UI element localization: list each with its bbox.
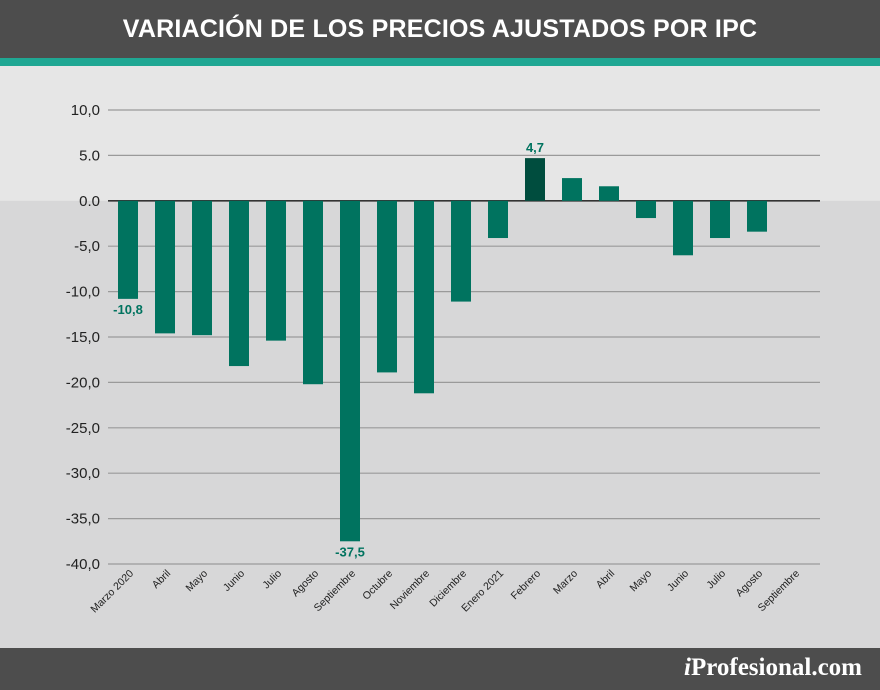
data-label: -10,8	[113, 302, 143, 317]
chart-title: VARIACIÓN DE LOS PRECIOS AJUSTADOS POR I…	[122, 14, 758, 43]
data-labels: -10,8 -37,5 4,7	[113, 140, 544, 559]
chart-area: 10,0 5.0 0.0 -5,0 -10,0 -15,0 -20,0 -25,0 -30,0-…	[0, 66, 880, 648]
bar	[377, 200, 397, 373]
y-tick-label: 0.0	[79, 193, 100, 210]
y-tick-label: -20,0	[66, 374, 100, 391]
y-tick-label: -40,0	[66, 556, 100, 573]
data-label: 4,7	[526, 140, 544, 155]
footer-bar: iProfesional.com	[0, 648, 880, 690]
y-tick-label: -35,0	[66, 511, 100, 528]
y-axis-ticks: 10,0 5.0 0.0 -5,0 -10,0 -15,0 -20,0 -25,0 -30,0 -…	[66, 102, 100, 573]
bar	[303, 200, 323, 385]
bar	[155, 200, 175, 334]
y-tick-label: 5.0	[79, 147, 100, 164]
bar	[673, 200, 693, 256]
bar	[710, 200, 730, 239]
brand-logo: iProfesional.com	[684, 654, 862, 681]
bar	[747, 200, 767, 232]
bar	[599, 186, 619, 201]
bar	[266, 200, 286, 341]
title-bar: VARIACIÓN DE LOS PRECIOS AJUSTADOS POR I…	[0, 0, 880, 58]
bar	[451, 200, 471, 302]
bar	[414, 200, 434, 394]
y-tick-label: -5,0	[74, 238, 100, 255]
bars	[118, 158, 767, 542]
y-tick-label: -10,0	[66, 284, 100, 301]
bar	[192, 200, 212, 336]
bar	[340, 200, 360, 542]
y-tick-label: -25,0	[66, 420, 100, 437]
y-tick-label: -30,0	[66, 465, 100, 482]
accent-stripe	[0, 58, 880, 66]
bar	[488, 200, 508, 239]
bar	[525, 158, 545, 201]
bar	[636, 200, 656, 219]
bar	[562, 178, 582, 201]
y-tick-label: 10,0	[71, 102, 100, 119]
bar	[229, 200, 249, 367]
bar-chart: 10,05.00.0-5,0-10,0-15,0-20,0-25,0-30,0-…	[0, 66, 880, 648]
lower-background	[0, 200, 880, 648]
y-tick-label: -15,0	[66, 329, 100, 346]
data-label: -37,5	[335, 544, 365, 559]
bar	[118, 200, 138, 299]
upper-background	[0, 66, 880, 201]
